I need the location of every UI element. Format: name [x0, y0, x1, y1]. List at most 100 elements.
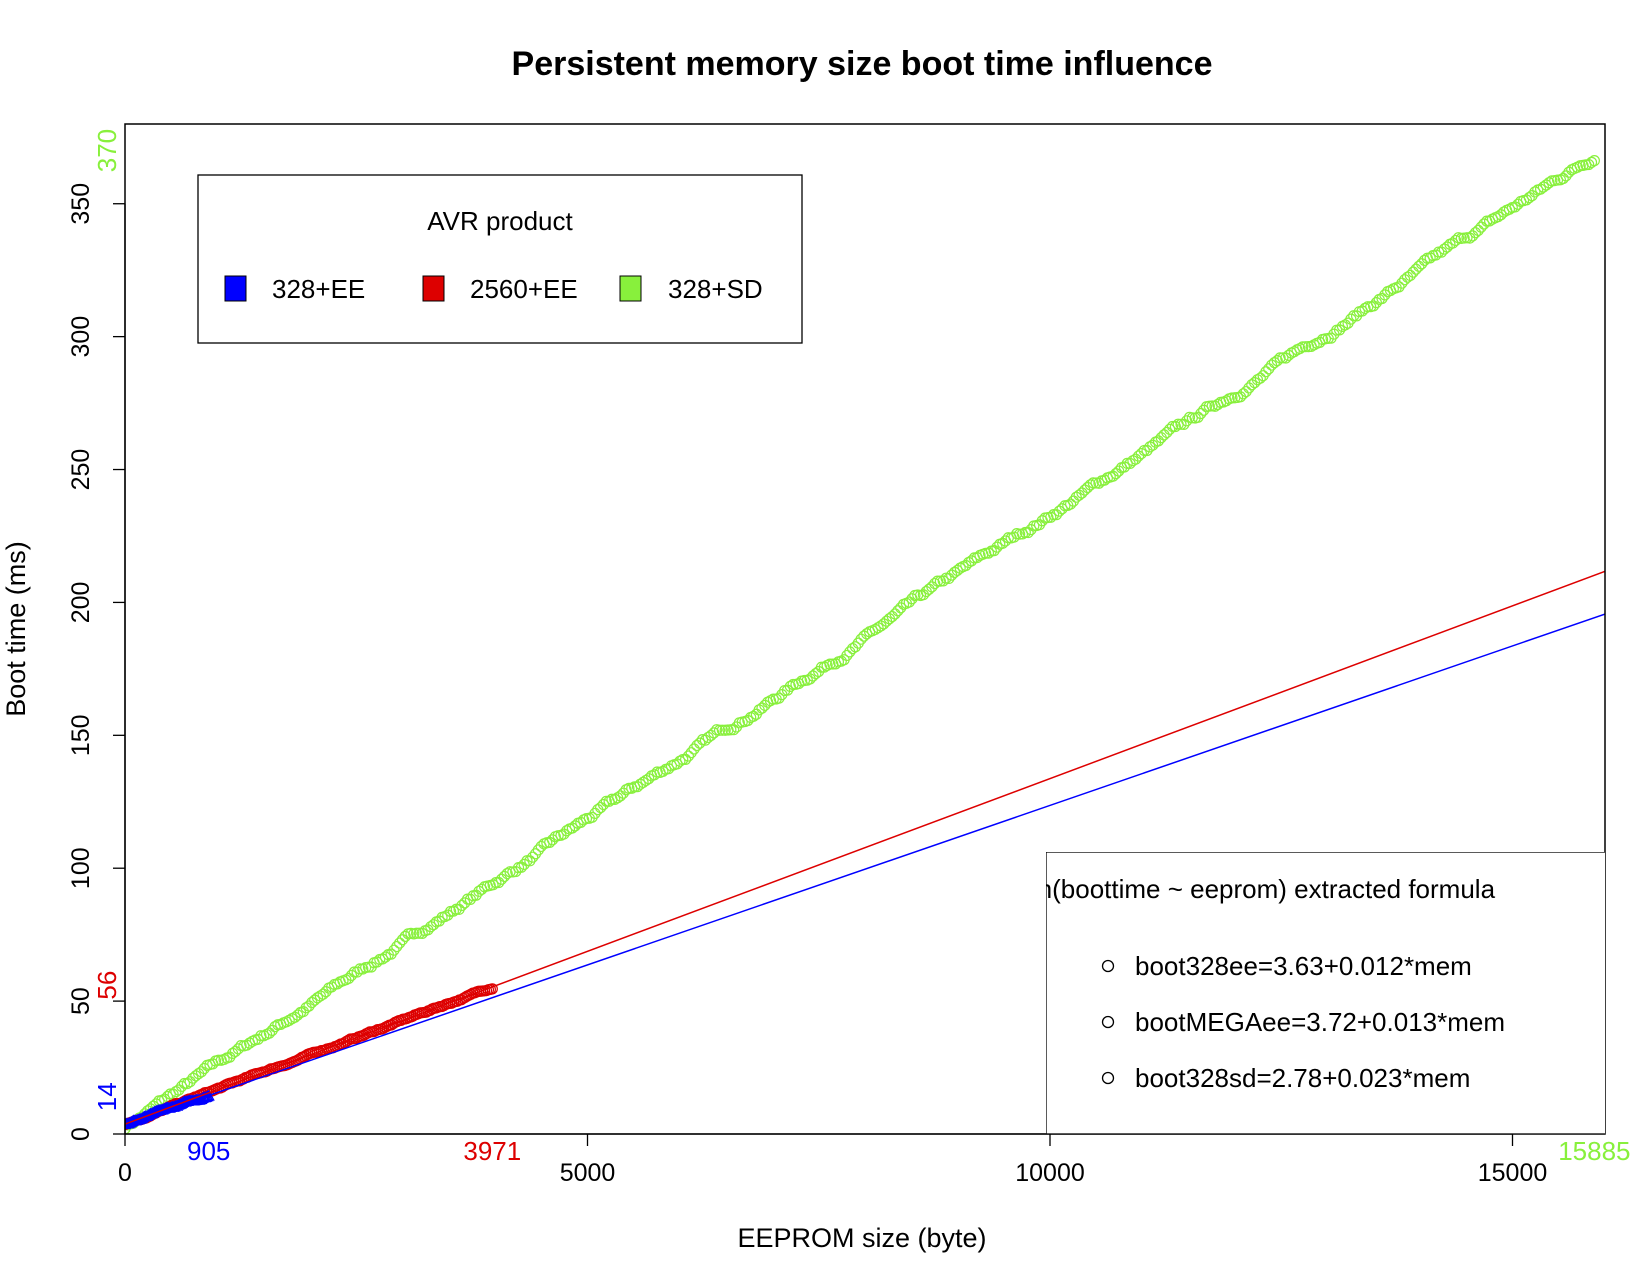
- data-point: [1399, 274, 1411, 286]
- max-x-label: 905: [187, 1136, 230, 1166]
- max-x-label: 3971: [463, 1136, 521, 1166]
- fit-line: [125, 570, 1605, 1125]
- data-point: [1557, 172, 1569, 185]
- data-point: [1413, 260, 1425, 272]
- data-point: [716, 724, 728, 736]
- formula-box-title: Lm(boottime ~ eeprom) extracted formula: [1016, 874, 1496, 904]
- data-point: [309, 994, 321, 1006]
- data-point: [1169, 420, 1181, 433]
- data-point: [1503, 203, 1516, 215]
- data-point: [1450, 234, 1462, 247]
- data-point: [1045, 511, 1057, 523]
- data-point: [1166, 420, 1179, 433]
- data-point: [447, 905, 460, 917]
- formula-2560ee: bootMEGAee=3.72+0.013*mem: [1135, 1007, 1505, 1037]
- data-point: [725, 724, 737, 736]
- data-point: [643, 773, 655, 785]
- data-point: [903, 596, 915, 608]
- data-point: [1433, 246, 1445, 258]
- data-point: [224, 1051, 236, 1063]
- data-point: [597, 798, 610, 811]
- data-point: [1498, 206, 1510, 218]
- data-point: [991, 541, 1003, 553]
- data-point: [518, 858, 530, 870]
- y-tick-label: 150: [67, 714, 95, 756]
- data-point: [1288, 346, 1300, 358]
- data-point: [1348, 310, 1360, 322]
- data-point: [589, 807, 601, 820]
- y-axis: 0 50 100 150 200 250 300 350: [67, 183, 126, 1141]
- data-point: [926, 581, 938, 593]
- data-point: [343, 972, 355, 985]
- data-point: [1393, 281, 1405, 293]
- data-point: [781, 684, 794, 696]
- data-point: [1070, 491, 1082, 503]
- data-point: [824, 658, 836, 670]
- formula-box-clip: Lm(boottime ~ eeprom) extracted formula …: [1016, 852, 1605, 1134]
- data-point: [351, 966, 363, 978]
- data-point: [303, 1000, 315, 1012]
- x-axis-title: EEPROM size (byte): [737, 1223, 986, 1253]
- data-point: [297, 1005, 309, 1018]
- data-point: [1237, 388, 1249, 400]
- max-y-label: 56: [92, 971, 122, 1000]
- data-point: [623, 782, 635, 794]
- data-point: [1056, 503, 1068, 515]
- x-axis: 0 5000 10000 15000: [118, 1133, 1547, 1187]
- data-point: [1469, 227, 1482, 239]
- data-point: [747, 710, 760, 722]
- fit-lines: [125, 570, 1605, 1126]
- data-point: [937, 575, 949, 587]
- data-point: [1138, 444, 1150, 457]
- data-point: [399, 930, 411, 942]
- data-point: [1379, 289, 1391, 301]
- data-point: [892, 605, 904, 617]
- y-tick-label: 250: [67, 449, 95, 491]
- data-point: [1404, 269, 1416, 282]
- legend-box: [197, 174, 803, 344]
- data-point: [997, 537, 1009, 549]
- data-point: [849, 641, 862, 653]
- data-point: [1410, 263, 1422, 275]
- y-tick-label: 350: [67, 183, 95, 225]
- data-point: [1370, 297, 1382, 309]
- data-point: [1065, 498, 1077, 510]
- data-point: [521, 855, 533, 867]
- data-point: [1254, 372, 1266, 384]
- data-point: [728, 724, 740, 736]
- data-point: [858, 630, 870, 642]
- data-point: [263, 1027, 275, 1039]
- data-point: [212, 1054, 225, 1066]
- data-point: [1339, 319, 1351, 331]
- formula-marker-328ee: [1101, 959, 1115, 973]
- max-y-label: 370: [92, 129, 122, 172]
- data-point: [1164, 423, 1176, 435]
- data-point: [1282, 349, 1295, 361]
- data-point: [456, 899, 468, 912]
- data-point: [773, 692, 785, 704]
- data-point: [1407, 266, 1419, 278]
- data-point: [929, 577, 941, 590]
- data-point: [1585, 156, 1598, 168]
- data-point: [1110, 468, 1122, 480]
- data-point: [948, 566, 961, 578]
- data-point: [713, 724, 726, 736]
- data-point: [1161, 426, 1173, 439]
- data-point: [600, 795, 612, 807]
- data-point: [241, 1039, 253, 1051]
- data-point: [195, 1066, 208, 1078]
- data-point: [532, 844, 544, 856]
- data-point: [345, 969, 358, 981]
- data-point: [1588, 155, 1600, 167]
- data-point: [1130, 453, 1142, 465]
- data-point: [1294, 342, 1306, 355]
- data-point: [501, 867, 513, 880]
- data-point: [527, 851, 539, 863]
- data-point: [190, 1070, 202, 1082]
- data-point: [495, 873, 508, 885]
- data-point: [637, 776, 649, 789]
- extreme-value-labels: 905 14 3971 56 15885 370: [92, 129, 1631, 1166]
- data-point: [1022, 526, 1034, 539]
- formula-marker-328sd: [1101, 1071, 1115, 1085]
- data-point: [396, 934, 409, 946]
